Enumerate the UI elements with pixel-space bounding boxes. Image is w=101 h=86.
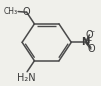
Text: +: +: [85, 36, 92, 45]
Text: O: O: [23, 7, 30, 17]
Text: ⁻: ⁻: [89, 29, 94, 39]
Text: CH₃: CH₃: [4, 7, 18, 16]
Text: O: O: [86, 30, 93, 40]
Text: H₂N: H₂N: [17, 73, 36, 83]
Text: O: O: [87, 44, 95, 54]
Text: N: N: [81, 37, 89, 47]
